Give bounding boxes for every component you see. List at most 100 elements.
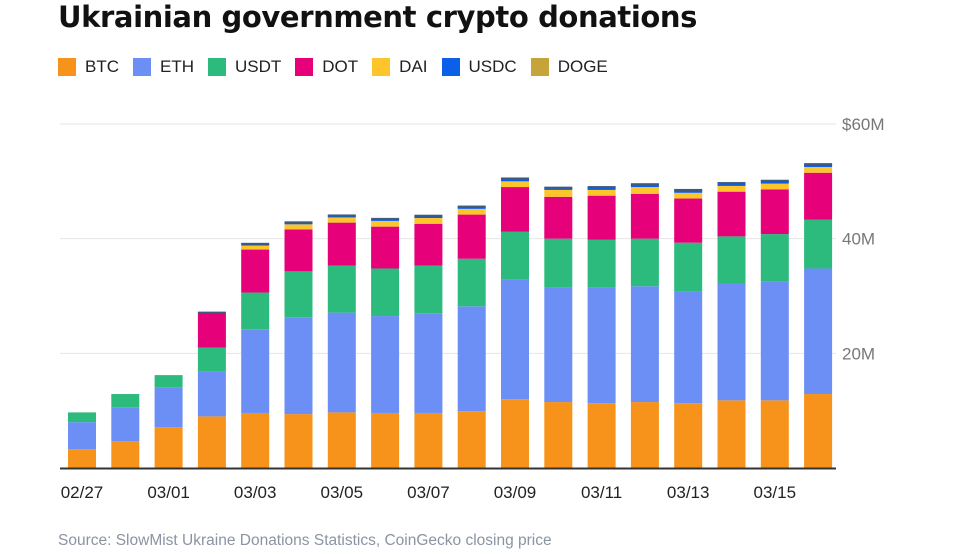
legend-item-dot: DOT [295, 57, 358, 77]
bar-segment-dai [760, 183, 789, 190]
bar-segment-dot [327, 222, 356, 266]
bar-segment-usdc [674, 189, 703, 193]
bar-segment-usdt [241, 292, 270, 330]
chart-title: Ukrainian government crypto donations [58, 0, 698, 34]
bar-segment-dot [760, 189, 789, 235]
x-tick-label: 02/27 [61, 483, 104, 502]
bar-segment-dai [371, 220, 400, 227]
legend-label-usdc: USDC [468, 57, 517, 76]
bar-segment-usdt [501, 231, 529, 280]
bar-segment-dai [284, 224, 313, 230]
bar-top-cap [760, 179, 789, 182]
bar-segment-dot [457, 214, 486, 259]
bar-stack-03-01 [154, 375, 183, 468]
bar-stack-03-06 [371, 217, 400, 468]
bar-segment-btc [371, 412, 400, 468]
bar-stack-03-14 [717, 182, 746, 468]
bar-segment-dai [674, 192, 703, 199]
bar-stack-03-16 [804, 163, 833, 468]
bar-segment-dot [717, 191, 746, 237]
bar-segment-dot [241, 249, 270, 293]
bar-segment-eth [197, 371, 226, 417]
bar-segment-usdc [457, 206, 486, 209]
bar-segment-usdt [284, 271, 313, 318]
bar-segment-dot [544, 196, 573, 239]
bar-top-cap [197, 311, 226, 314]
bar-segment-usdt [760, 234, 789, 282]
bar-segment-dai [544, 189, 573, 197]
bar-segment-btc [284, 414, 313, 468]
legend-swatch-eth [133, 58, 151, 76]
x-tick-label: 03/13 [667, 483, 710, 502]
bar-segment-eth [544, 287, 573, 403]
bar-segment-usdt [68, 412, 96, 423]
bar-segment-eth [587, 287, 616, 404]
legend-item-dai: DAI [372, 57, 428, 77]
bar-segment-dai [717, 185, 746, 192]
bar-stack-03-02 [197, 311, 226, 468]
bar-segment-dai [501, 181, 529, 188]
source-note: Source: SlowMist Ukraine Donations Stati… [58, 532, 552, 549]
bar-segment-btc [544, 402, 573, 468]
bar-segment-dot [371, 226, 400, 269]
bar-segment-usdc [284, 222, 313, 225]
bar-segment-dai [804, 167, 833, 173]
bar-segment-dot [284, 229, 313, 272]
bar-top-cap [414, 214, 443, 217]
bar-segment-btc [327, 412, 356, 468]
bar-segment-usdt [197, 347, 226, 372]
legend-swatch-doge [530, 58, 549, 76]
x-tick-label: 03/05 [321, 483, 364, 502]
bar-segment-dot [501, 187, 529, 232]
bar-top-cap [241, 242, 270, 245]
legend-item-usdt: USDT [208, 57, 281, 77]
bar-stack-02-28 [111, 394, 140, 468]
bar-segment-dai [241, 245, 270, 250]
y-tick-label: 20M [842, 344, 875, 363]
bar-segment-eth [457, 306, 486, 412]
bar-segment-usdt [587, 239, 616, 288]
bar-stack-03-04 [284, 221, 313, 468]
bar-segment-usdc [717, 183, 746, 186]
bar-segment-eth [111, 407, 140, 442]
gridlines [60, 123, 836, 354]
bar-top-cap [717, 182, 746, 185]
legend-item-eth: ETH [133, 57, 194, 77]
legend-swatch-dot [295, 58, 314, 76]
bar-segment-eth [241, 329, 270, 413]
legend-swatch-dai [372, 58, 391, 76]
bar-segment-btc [717, 400, 746, 468]
bar-segment-eth [414, 313, 443, 413]
bar-stack-02-27 [68, 412, 96, 468]
bar-segment-usdc [327, 215, 356, 218]
bar-segment-dai [327, 217, 356, 223]
x-tick-label: 03/07 [407, 483, 450, 502]
legend-item-usdc: USDC [441, 57, 517, 77]
bar-segment-dot [414, 223, 443, 266]
bar-segment-usdt [674, 242, 703, 292]
bar-segment-eth [760, 281, 789, 401]
bar-segment-usdt [371, 268, 400, 317]
bar-segment-usdc [630, 184, 659, 188]
bar-segment-dot [587, 195, 616, 240]
legend-label-dai: DAI [399, 57, 428, 76]
x-tick-label: 03/01 [147, 483, 190, 502]
bar-segment-btc [414, 412, 443, 468]
bar-top-cap [501, 177, 529, 180]
bar-segment-usdt [544, 238, 573, 288]
bar-segment-btc [630, 402, 659, 468]
bar-segment-eth [674, 291, 703, 404]
x-tick-label: 03/03 [234, 483, 277, 502]
bar-segment-dai [587, 189, 616, 196]
bar-stack-03-03 [241, 242, 270, 468]
x-tick-label: 03/09 [494, 483, 537, 502]
bar-segment-eth [717, 283, 746, 401]
bars-group [68, 163, 833, 468]
bar-stack-03-12 [630, 183, 659, 468]
bar-segment-btc [674, 403, 703, 468]
bar-segment-usdc [371, 218, 400, 221]
bar-segment-usdc [804, 164, 833, 167]
bar-segment-usdt [154, 375, 183, 388]
bar-segment-btc [760, 400, 789, 468]
